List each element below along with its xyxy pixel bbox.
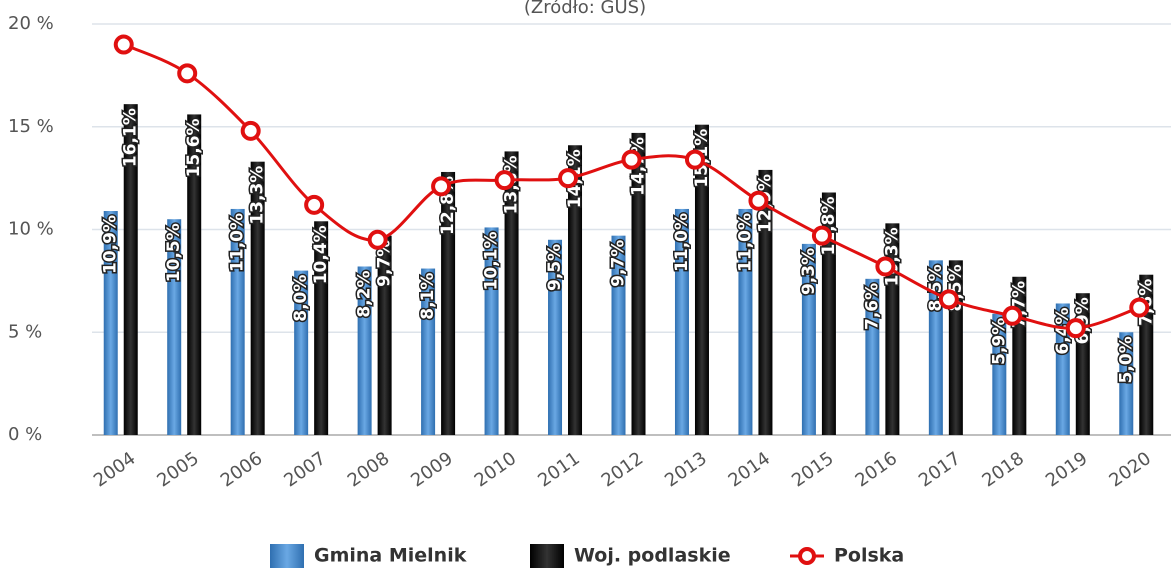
y-tick-label: 0 % — [8, 424, 42, 445]
bar — [377, 235, 392, 435]
legend-swatch — [530, 544, 564, 568]
data-label: 9,3% — [799, 248, 819, 295]
x-tick-label: 2008 — [344, 448, 394, 491]
data-label: 13,3% — [248, 166, 268, 225]
legend-label: Woj. podlaskie — [574, 545, 731, 567]
data-label: 10,1% — [482, 231, 502, 290]
bar — [504, 151, 519, 435]
bar — [758, 169, 773, 435]
bar — [738, 208, 753, 435]
line-marker — [1129, 297, 1150, 318]
bar — [123, 104, 138, 436]
data-label: 7,6% — [862, 283, 882, 330]
line-marker — [1002, 305, 1023, 326]
line-marker — [621, 149, 642, 170]
bar — [928, 260, 943, 435]
bar — [674, 208, 689, 435]
bar — [1055, 303, 1070, 435]
line-marker — [431, 176, 452, 197]
x-tick-label: 2014 — [725, 448, 775, 491]
line-marker — [875, 256, 896, 277]
bar — [250, 161, 265, 435]
bar — [441, 171, 456, 435]
bar — [357, 266, 372, 435]
data-label: 11,0% — [735, 213, 755, 272]
data-label: 16,1% — [121, 108, 141, 167]
x-tick-label: 2007 — [280, 448, 330, 491]
y-tick-label: 15 % — [8, 116, 54, 137]
bar — [801, 243, 816, 435]
line-marker — [494, 170, 515, 191]
bar — [865, 278, 880, 435]
y-tick-label: 20 % — [8, 13, 54, 34]
y-tick-label: 10 % — [8, 219, 54, 240]
line-marker — [240, 120, 261, 141]
x-tick-label: 2006 — [217, 448, 267, 491]
bar — [568, 145, 583, 435]
line-marker — [1065, 318, 1086, 339]
data-label: 10,9% — [101, 215, 121, 274]
bar — [484, 227, 499, 435]
x-tick-label: 2009 — [407, 448, 457, 491]
x-tick-label: 2018 — [978, 448, 1028, 491]
bar — [230, 208, 245, 435]
line-marker — [748, 190, 769, 211]
bar — [187, 114, 202, 436]
bar — [548, 239, 563, 435]
data-label: 5,9% — [989, 318, 1009, 365]
bar — [631, 132, 646, 436]
data-label: 10,4% — [311, 225, 331, 284]
data-label: 11,0% — [228, 213, 248, 272]
data-label: 9,7% — [375, 240, 395, 287]
bar — [885, 223, 900, 435]
x-tick-label: 2013 — [661, 448, 711, 491]
x-tick-label: 2019 — [1042, 448, 1092, 491]
bar — [992, 313, 1007, 435]
bar — [294, 270, 309, 435]
x-tick-label: 2010 — [471, 448, 521, 491]
x-tick-label: 2015 — [788, 448, 838, 491]
bar — [1119, 332, 1134, 435]
line-marker — [367, 229, 388, 250]
line-marker — [304, 194, 325, 215]
data-label: 10,5% — [164, 223, 184, 282]
line-marker — [177, 63, 198, 84]
bar — [314, 221, 329, 435]
x-tick-label: 2016 — [852, 448, 902, 491]
data-label: 9,7% — [609, 240, 629, 287]
data-label: 6,4% — [1053, 307, 1073, 354]
data-label: 15,6% — [184, 118, 204, 177]
legend-swatch — [798, 547, 816, 565]
x-tick-label: 2017 — [915, 448, 965, 491]
bar — [103, 211, 118, 435]
legend-swatch — [270, 544, 304, 568]
chart-subtitle: (Źródło: GUS) — [524, 0, 646, 18]
bar — [611, 235, 626, 435]
x-tick-label: 2005 — [153, 448, 203, 491]
legend-label: Polska — [834, 545, 904, 567]
legend-label: Gmina Mielnik — [314, 545, 467, 567]
data-label: 11,0% — [672, 213, 692, 272]
bar — [694, 124, 709, 435]
line-marker — [811, 225, 832, 246]
bar — [421, 268, 436, 435]
y-tick-label: 5 % — [8, 321, 42, 342]
x-tick-label: 2012 — [598, 448, 648, 491]
x-tick-label: 2004 — [90, 448, 140, 491]
line-marker — [938, 289, 959, 310]
line-marker — [558, 168, 579, 189]
bar — [167, 219, 182, 435]
x-tick-label: 2011 — [534, 448, 584, 491]
line-marker — [113, 34, 134, 55]
data-label: 5,0% — [1116, 336, 1136, 383]
data-label: 8,2% — [355, 270, 375, 317]
bar — [821, 192, 836, 435]
x-tick-label: 2020 — [1105, 448, 1155, 491]
data-label: 9,5% — [545, 244, 565, 291]
line-marker — [684, 149, 705, 170]
data-label: 8,0% — [291, 275, 311, 322]
data-label: 8,1% — [418, 273, 438, 320]
